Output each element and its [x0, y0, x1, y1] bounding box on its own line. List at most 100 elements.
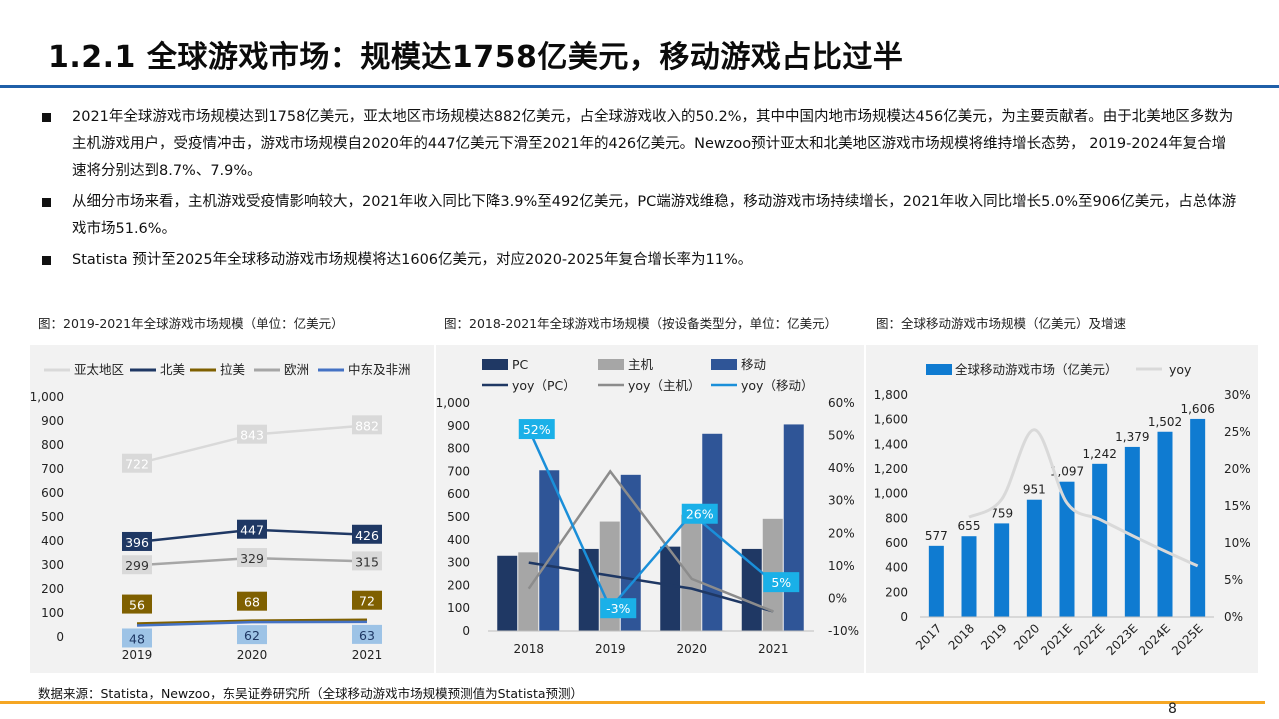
chart2-y2-tick: 0%: [828, 591, 847, 605]
chart2-yoy-line: [527, 428, 775, 611]
chart1-data-label: 63: [359, 628, 375, 643]
chart1-panel: [30, 345, 434, 673]
chart2-data-label: 5%: [771, 575, 791, 590]
chart2-y-tick: 300: [447, 556, 470, 570]
page-title: 1.2.1 全球游戏市场：规模达1758亿美元，移动游戏占比过半: [48, 40, 904, 75]
chart3-y-tick: 1,800: [874, 388, 908, 402]
chart1-data-label-box: [237, 519, 267, 539]
chart2-legend-label: yoy（PC）: [512, 378, 576, 393]
chart1-data-label: 62: [244, 628, 260, 643]
chart3-y-tick: 800: [885, 511, 908, 525]
chart1-data-label-box: [122, 628, 152, 648]
chart2-data-label-box: [600, 598, 637, 619]
chart1-legend-label: 中东及非洲: [348, 362, 411, 377]
chart3-data-label: 1,606: [1180, 402, 1214, 416]
bullet-item: Statista 预计至2025年全球移动游戏市场规模将达1606亿美元，对应2…: [40, 247, 1240, 274]
chart2-x-tick: 2021: [758, 642, 789, 656]
chart3-bar: [994, 523, 1010, 617]
bullet-square-icon: [42, 256, 51, 265]
chart3-y-tick: 400: [885, 561, 908, 575]
chart2-x-tick: 2018: [513, 642, 544, 656]
chart2-x-tick: 2019: [595, 642, 626, 656]
chart1-svg: 0 100 200 300 400 500 600 700 800 900 1,000 2019 202…: [30, 362, 411, 662]
chart3-y-tick: 600: [885, 536, 908, 550]
chart2-legend-label: yoy（主机）: [628, 378, 700, 393]
chart1-legend-label: 亚太地区: [74, 362, 124, 377]
chart1-y-tick: 800: [41, 438, 64, 452]
chart1-data-label: 68: [244, 595, 260, 610]
bullet-list: 2021年全球游戏市场规模达到1758亿美元，亚太地区市场规模达882亿美元，占…: [40, 104, 1240, 278]
chart3-y-tick: 200: [885, 585, 908, 599]
chart1-y-tick: 400: [41, 534, 64, 548]
chart3-legend-swatch: [926, 364, 952, 375]
chart1-data-label-box: [122, 594, 152, 614]
chart3-bar: [1157, 431, 1173, 617]
chart2-bar: [681, 514, 702, 631]
chart2-legend-label: PC: [512, 357, 529, 372]
chart2-y-tick: 700: [447, 464, 470, 478]
chart1-caption: 图：2019-2021年全球游戏市场规模（单位：亿美元）: [38, 316, 344, 331]
chart2-legend-swatch: [598, 359, 624, 370]
chart1-data-label: 882: [355, 418, 379, 433]
chart2-bar: [518, 552, 539, 631]
chart2-y2-tick: -10%: [828, 624, 859, 638]
chart1-y-tick: 100: [41, 606, 64, 620]
chart2-svg: 0 100 200 300 400 500 600 700 800 900 1,000 -10% 0% 1…: [436, 357, 859, 656]
chart3-y-tick: 0: [900, 610, 908, 624]
chart1-legend-label: 欧洲: [284, 362, 309, 377]
chart3-x-tick: 2024E: [1136, 621, 1173, 658]
chart2-y-tick: 200: [447, 578, 470, 592]
chart2-y-tick: 900: [447, 419, 470, 433]
chart2-data-label: 52%: [523, 422, 551, 437]
chart3-bar: [1059, 481, 1075, 617]
chart3-bar: [1190, 418, 1206, 617]
chart2-legend-swatch: [482, 359, 508, 370]
chart2-y-tick: 400: [447, 533, 470, 547]
chart3-x-tick: 2019: [978, 621, 1009, 652]
chart1-data-label-box: [352, 590, 382, 610]
chart1-data-label: 299: [125, 558, 149, 573]
chart2-legend-label: yoy（移动）: [741, 378, 813, 393]
chart1-x-tick: 2020: [237, 648, 268, 662]
chart3-bar: [961, 536, 977, 617]
chart3-y-tick: 1,600: [874, 413, 908, 427]
chart3-y2-tick: 20%: [1224, 462, 1251, 476]
chart3-legend-label: yoy: [1169, 362, 1192, 377]
chart1-data-label-box: [352, 524, 382, 544]
chart1-data-label-box: [352, 624, 382, 644]
title-divider: [0, 85, 1279, 88]
chart1-data-label-box: [352, 551, 382, 571]
chart3-x-tick: 2018: [946, 621, 977, 652]
bullet-square-icon: [42, 198, 51, 207]
chart2-y-tick: 800: [447, 442, 470, 456]
chart2-y2-tick: 60%: [828, 396, 855, 410]
chart3-x-tick: 2017: [913, 621, 944, 652]
chart3-data-label: 655: [958, 519, 981, 533]
chart1-data-label-box: [237, 625, 267, 645]
chart2-yoy-line: [527, 469, 774, 613]
chart3-data-label: 951: [1023, 483, 1046, 497]
chart2-legend-swatch: [711, 359, 737, 370]
chart1-y-tick: 0: [56, 630, 64, 644]
chart2-y2-tick: 40%: [828, 461, 855, 475]
chart1-x-tick: 2019: [122, 648, 153, 662]
chart3-y-tick: 1,400: [874, 437, 908, 451]
chart2-x-tick: 2020: [676, 642, 707, 656]
chart1-data-label: 396: [125, 535, 149, 550]
chart1-data-label: 329: [240, 551, 264, 566]
chart1-data-label: 447: [240, 523, 264, 538]
chart2-y2-tick: 20%: [828, 526, 855, 540]
chart1-data-label-box: [122, 531, 152, 551]
chart3-x-tick: 2023E: [1104, 621, 1141, 658]
chart1-data-label: 48: [129, 631, 145, 646]
chart2-bar: [497, 555, 518, 631]
chart2-y-tick: 0: [462, 624, 470, 638]
bottom-divider: [0, 701, 1265, 704]
page-number: 8: [1168, 701, 1177, 717]
chart3-bar: [1124, 446, 1140, 617]
chart2-data-label-box: [518, 419, 555, 440]
chart1-data-label: 56: [129, 598, 145, 613]
chart2-legend-label: 主机: [628, 357, 654, 372]
chart3-y2-tick: 15%: [1224, 499, 1251, 513]
bullet-item: 2021年全球游戏市场规模达到1758亿美元，亚太地区市场规模达882亿美元，占…: [40, 104, 1240, 185]
